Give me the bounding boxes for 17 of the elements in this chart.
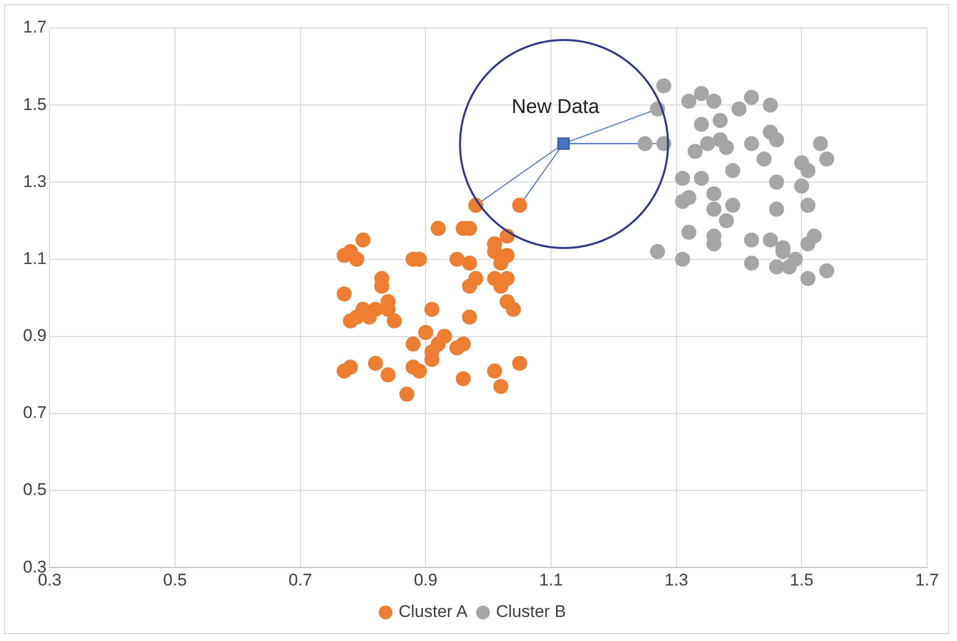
x-tick-label: 1.5 [790, 570, 814, 590]
x-tick-label: 1.7 [915, 570, 939, 590]
y-tick-label: 1.3 [22, 172, 47, 191]
annotation: New Data [512, 96, 600, 118]
x-tick-label: 0.5 [163, 570, 187, 590]
y-tick-label: 0.7 [22, 403, 47, 422]
legend-label: Cluster B [496, 602, 566, 622]
y-tick-label: 0.5 [22, 480, 47, 500]
x-tick-label: 0.9 [414, 570, 438, 590]
y-tick-label: 1.5 [22, 94, 47, 114]
x-tick-label: 1.1 [539, 570, 563, 590]
legend-label: Cluster A [398, 602, 468, 622]
x-tick-label: 1.3 [664, 570, 688, 590]
y-tick-label: 1.1 [22, 248, 47, 268]
y-tick-label: 1.7 [22, 18, 47, 37]
y-tick-label: 0.9 [22, 326, 47, 346]
x-tick-label: 0.7 [288, 570, 312, 590]
